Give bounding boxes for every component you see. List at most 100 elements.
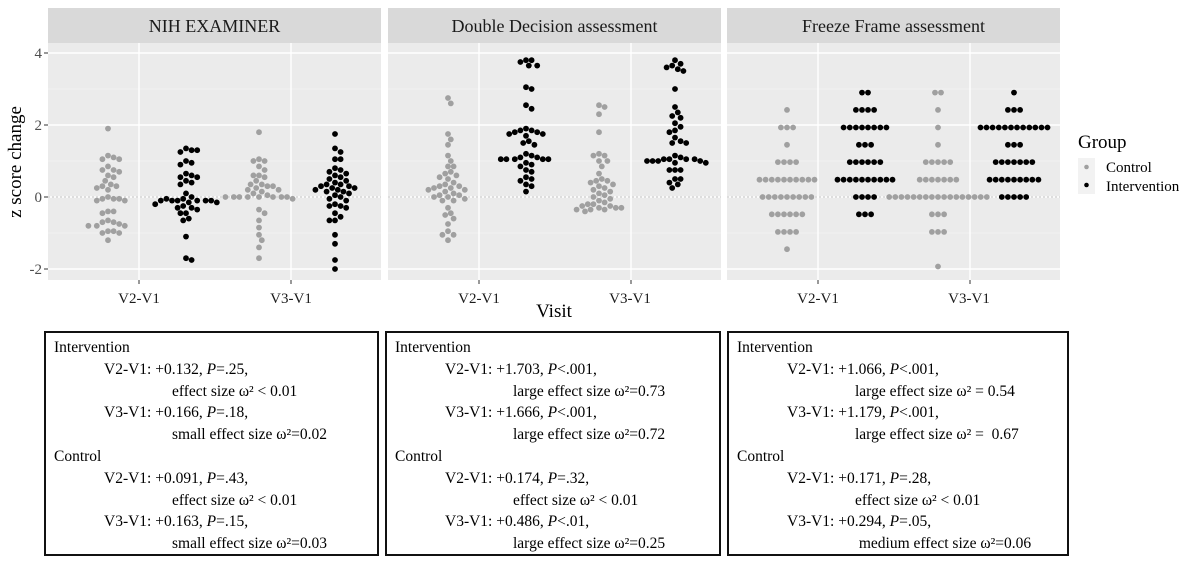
data-point	[853, 124, 859, 131]
panel-freeze-frame: Freeze Frame assessment	[727, 8, 1060, 284]
data-point	[445, 131, 451, 137]
data-point	[865, 159, 871, 166]
x-tick-label: V2-V1	[458, 291, 500, 307]
data-point	[612, 204, 619, 211]
data-point	[289, 195, 296, 202]
data-point	[445, 204, 451, 211]
data-point	[188, 179, 195, 186]
visit-label: V3-V1:	[104, 404, 152, 422]
data-point	[781, 211, 787, 218]
data-point	[1011, 141, 1017, 148]
data-point	[436, 174, 443, 181]
data-point	[152, 201, 159, 208]
data-point	[677, 123, 684, 130]
data-point	[596, 170, 602, 177]
data-point	[1017, 141, 1023, 148]
data-point	[935, 194, 941, 200]
legend-label-control: Control	[1106, 160, 1152, 176]
data-point	[439, 231, 446, 238]
data-point	[525, 62, 532, 69]
data-point	[868, 211, 874, 218]
panel-title: NIH EXAMINER	[149, 16, 280, 36]
data-point	[202, 197, 209, 204]
data-point	[332, 179, 338, 186]
data-point	[520, 140, 527, 146]
data-point	[442, 170, 449, 177]
data-point	[534, 154, 541, 161]
data-point	[691, 156, 698, 163]
data-point	[892, 194, 899, 200]
data-point	[601, 152, 608, 159]
data-point	[916, 194, 923, 200]
x-tick-label: V2-V1	[797, 291, 839, 307]
data-point	[264, 192, 271, 199]
data-point	[528, 168, 535, 175]
data-point	[784, 107, 790, 113]
data-point	[793, 159, 799, 166]
data-point	[935, 211, 941, 218]
data-point	[1017, 194, 1023, 200]
data-point	[436, 192, 443, 199]
stat-row: V3-V1: +0.163, P=.15,	[54, 511, 377, 533]
data-point	[916, 176, 923, 183]
data-point	[253, 185, 260, 191]
data-point	[649, 158, 656, 164]
data-point	[877, 176, 884, 183]
data-point	[865, 194, 871, 200]
p-value: =.43,	[216, 469, 249, 487]
data-point	[793, 176, 799, 183]
data-point	[607, 195, 614, 202]
effect-size: small effect size ω²=0.03	[172, 535, 328, 553]
data-point	[284, 194, 290, 200]
data-point	[439, 197, 446, 204]
data-point	[99, 210, 106, 217]
data-point	[180, 203, 187, 209]
data-point	[775, 229, 781, 235]
data-point	[598, 163, 605, 170]
data-point	[188, 257, 195, 263]
data-point	[680, 68, 687, 74]
data-point	[208, 197, 215, 204]
data-point	[105, 172, 111, 179]
data-point	[445, 176, 451, 182]
data-point	[601, 104, 608, 110]
data-point	[669, 140, 676, 146]
strip-background	[48, 8, 381, 43]
data-point	[445, 163, 451, 170]
data-point	[425, 186, 432, 193]
change-value: +1.666,	[496, 404, 544, 422]
strip-background	[388, 8, 721, 43]
data-point	[323, 181, 330, 188]
data-point	[528, 183, 535, 190]
data-point	[332, 210, 338, 217]
data-point	[523, 167, 529, 173]
data-point	[781, 159, 787, 166]
data-point	[1029, 176, 1036, 183]
data-point	[545, 156, 552, 163]
data-point	[177, 210, 184, 217]
data-point	[250, 190, 257, 197]
stat-row: V2-V1: +0.171, P=.28,	[737, 468, 1067, 490]
data-point	[523, 174, 529, 181]
data-point	[105, 208, 111, 215]
data-point	[604, 158, 611, 164]
data-point	[663, 64, 670, 71]
data-point	[805, 176, 812, 183]
data-point	[445, 141, 451, 148]
p-label: P	[889, 513, 900, 531]
change-value: +1.066,	[838, 360, 886, 378]
data-point	[511, 156, 518, 163]
data-point	[194, 147, 201, 154]
data-point	[346, 190, 352, 197]
data-point	[953, 194, 960, 200]
data-point	[326, 195, 333, 202]
data-point	[929, 211, 935, 218]
data-point	[270, 183, 276, 190]
p-value: <.001,	[557, 360, 597, 378]
data-point	[318, 183, 324, 190]
visit-label: V2-V1:	[787, 469, 835, 487]
legend-key-intervention-icon	[1084, 182, 1089, 188]
x-tick-label: V2-V1	[118, 291, 160, 307]
data-point	[596, 129, 602, 136]
x-tick-label: V3-V1	[948, 291, 990, 307]
